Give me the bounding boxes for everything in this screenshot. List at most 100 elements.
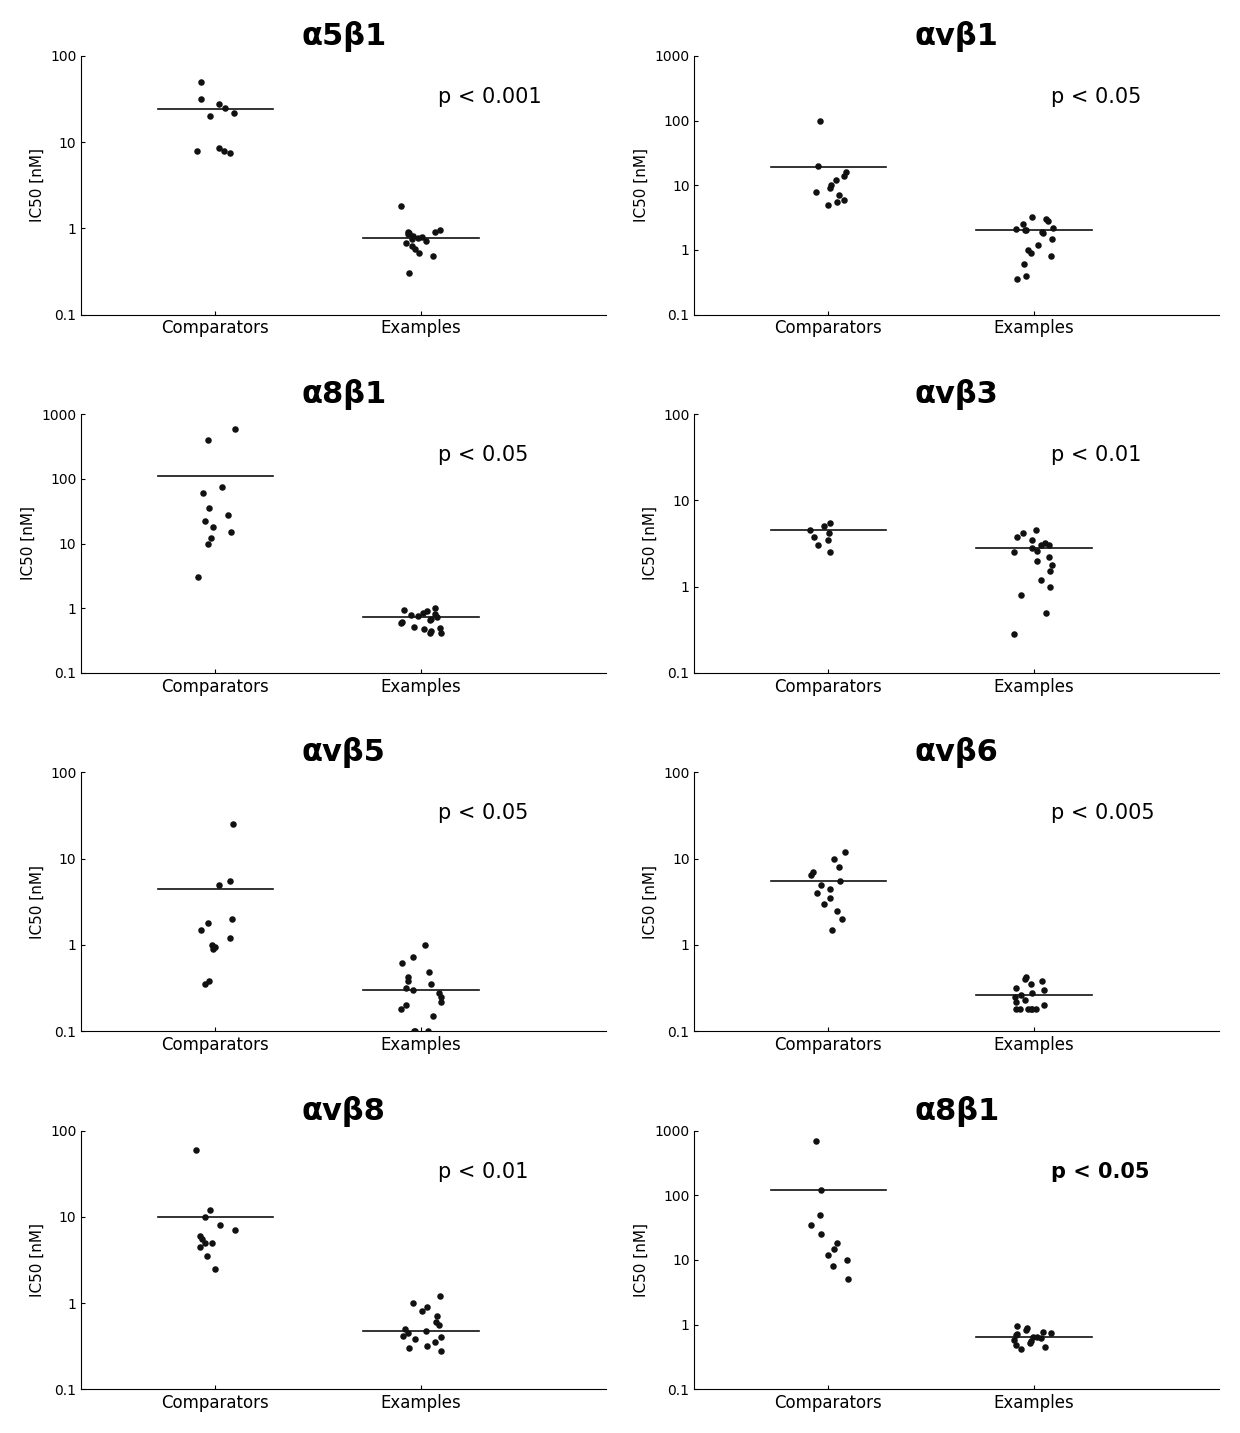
Point (818, 529, 838, 552)
Point (1006, 1324, 1025, 1347)
Point (192, 481, 212, 504)
Point (430, 219, 450, 242)
Point (1039, 535, 1059, 557)
Point (821, 173, 841, 196)
Point (208, 873, 228, 896)
Point (800, 519, 820, 542)
Point (210, 136, 229, 159)
Title: α5β1: α5β1 (301, 21, 387, 52)
Point (1035, 532, 1055, 555)
Point (1004, 623, 1024, 646)
Point (1016, 967, 1035, 990)
Point (1009, 997, 1029, 1020)
Point (399, 1337, 419, 1360)
Point (1025, 519, 1045, 542)
Y-axis label: IC50 [nM]: IC50 [nM] (21, 506, 36, 580)
Point (188, 566, 208, 589)
Point (396, 976, 415, 999)
Point (1033, 970, 1053, 993)
Y-axis label: IC50 [nM]: IC50 [nM] (30, 864, 45, 939)
Point (1022, 206, 1042, 229)
Point (222, 907, 242, 930)
Point (801, 1214, 821, 1237)
Point (1027, 539, 1047, 562)
Point (398, 224, 418, 246)
Point (430, 616, 450, 639)
Text: p < 0.05: p < 0.05 (438, 804, 528, 824)
Point (837, 1248, 857, 1271)
Point (1028, 234, 1048, 257)
Point (405, 1328, 425, 1351)
Point (203, 516, 223, 539)
Point (836, 160, 856, 183)
Point (418, 1020, 438, 1043)
Point (414, 618, 434, 641)
Point (192, 1228, 212, 1251)
Point (1034, 993, 1054, 1016)
Text: p < 0.01: p < 0.01 (438, 1162, 528, 1182)
Y-axis label: IC50 [nM]: IC50 [nM] (642, 506, 657, 580)
Point (836, 840, 856, 863)
Point (820, 176, 839, 199)
Text: p < 0.05: p < 0.05 (1052, 87, 1142, 107)
Point (821, 512, 841, 535)
Point (838, 1268, 858, 1291)
Point (417, 1295, 436, 1318)
Point (810, 109, 830, 132)
Title: αvβ8: αvβ8 (301, 1096, 386, 1126)
Point (226, 1219, 246, 1242)
Point (811, 1222, 831, 1245)
Title: αvβ3: αvβ3 (915, 380, 998, 410)
Point (393, 1324, 413, 1347)
Point (806, 1129, 826, 1152)
Point (1039, 546, 1059, 569)
Point (402, 603, 422, 626)
Point (832, 907, 852, 930)
Point (1007, 524, 1027, 547)
Point (198, 428, 218, 451)
Point (213, 140, 233, 163)
Point (820, 522, 839, 545)
Text: p < 0.05: p < 0.05 (1052, 1162, 1149, 1182)
Point (1006, 986, 1025, 1009)
Point (398, 970, 418, 993)
Point (811, 873, 831, 896)
Point (432, 620, 451, 643)
Point (815, 893, 835, 916)
Point (807, 155, 827, 178)
Point (394, 1317, 414, 1340)
Point (392, 610, 412, 633)
Point (430, 1285, 450, 1308)
Point (823, 1255, 843, 1278)
Point (396, 231, 415, 254)
Point (420, 609, 440, 632)
Point (827, 191, 847, 214)
Point (403, 979, 423, 1002)
Point (425, 596, 445, 619)
Point (403, 228, 423, 251)
Point (1030, 1327, 1050, 1350)
Point (392, 612, 412, 635)
Y-axis label: IC50 [nM]: IC50 [nM] (634, 1222, 649, 1297)
Text: p < 0.05: p < 0.05 (438, 446, 528, 466)
Point (1007, 1314, 1027, 1337)
Point (1040, 245, 1060, 268)
Point (807, 881, 827, 904)
Point (191, 919, 211, 941)
Point (195, 1205, 215, 1228)
Point (403, 225, 423, 248)
Point (203, 937, 223, 960)
Point (198, 532, 218, 555)
Point (195, 1231, 215, 1254)
Point (200, 497, 219, 520)
Point (1037, 208, 1056, 231)
Point (430, 990, 450, 1013)
Point (1023, 1326, 1043, 1348)
Point (827, 898, 847, 921)
Point (818, 1244, 838, 1267)
Title: α8β1: α8β1 (301, 380, 387, 410)
Point (403, 1291, 423, 1314)
Point (394, 598, 414, 620)
Point (1012, 1337, 1032, 1360)
Point (212, 476, 232, 499)
